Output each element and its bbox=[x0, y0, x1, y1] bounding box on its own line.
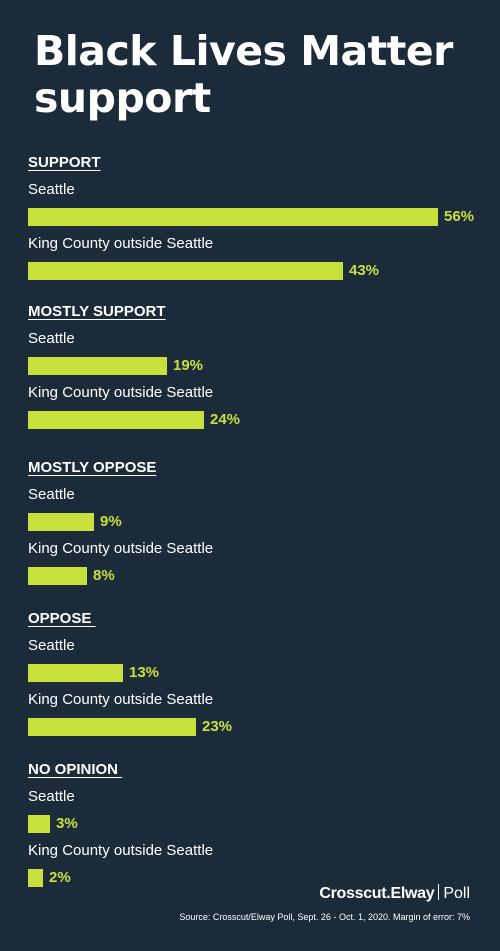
chart-title: Black Lives Matter support bbox=[34, 27, 453, 122]
row-label: Seattle bbox=[28, 486, 75, 503]
row-label: Seattle bbox=[28, 637, 75, 654]
bar bbox=[28, 815, 50, 833]
value-label: 9% bbox=[100, 513, 122, 530]
bar bbox=[28, 567, 87, 585]
value-label: 56% bbox=[444, 208, 475, 225]
bar bbox=[28, 411, 204, 429]
bar bbox=[28, 513, 94, 531]
row-label: Seattle bbox=[28, 181, 75, 198]
row-label: Seattle bbox=[28, 788, 75, 805]
bar bbox=[28, 664, 123, 682]
value-label: 24% bbox=[210, 411, 241, 428]
value-label: 23% bbox=[202, 718, 233, 735]
value-label: 13% bbox=[129, 664, 160, 681]
row-label: King County outside Seattle bbox=[28, 540, 214, 557]
source-note: Source: Crosscut/Elway Poll, Sept. 26 - … bbox=[179, 912, 470, 922]
row-label: Seattle bbox=[28, 330, 75, 347]
value-label: 2% bbox=[49, 869, 71, 886]
group-heading: NO OPINION bbox=[28, 761, 123, 778]
value-label: 19% bbox=[173, 357, 204, 374]
brand-name: Crosscut.Elway bbox=[319, 885, 435, 902]
row-label: King County outside Seattle bbox=[28, 842, 214, 859]
group-heading: MOSTLY SUPPORT bbox=[28, 303, 166, 320]
value-label: 43% bbox=[349, 262, 380, 279]
brand-suffix: Poll bbox=[443, 885, 470, 902]
row-label: King County outside Seattle bbox=[28, 384, 214, 401]
value-label: 8% bbox=[93, 567, 115, 584]
brand-divider bbox=[438, 884, 440, 900]
bar bbox=[28, 357, 167, 375]
row-label: King County outside Seattle bbox=[28, 235, 214, 252]
bar bbox=[28, 718, 196, 736]
bar bbox=[28, 262, 343, 280]
bar bbox=[28, 208, 438, 226]
row-label: King County outside Seattle bbox=[28, 691, 214, 708]
crosscut-elway-poll-logo: Crosscut.Elway Poll bbox=[319, 884, 470, 904]
bar bbox=[28, 869, 43, 887]
group-heading: SUPPORT bbox=[28, 154, 101, 171]
group-heading: OPPOSE bbox=[28, 610, 96, 627]
group-heading: MOSTLY OPPOSE bbox=[28, 459, 157, 476]
value-label: 3% bbox=[56, 815, 78, 832]
